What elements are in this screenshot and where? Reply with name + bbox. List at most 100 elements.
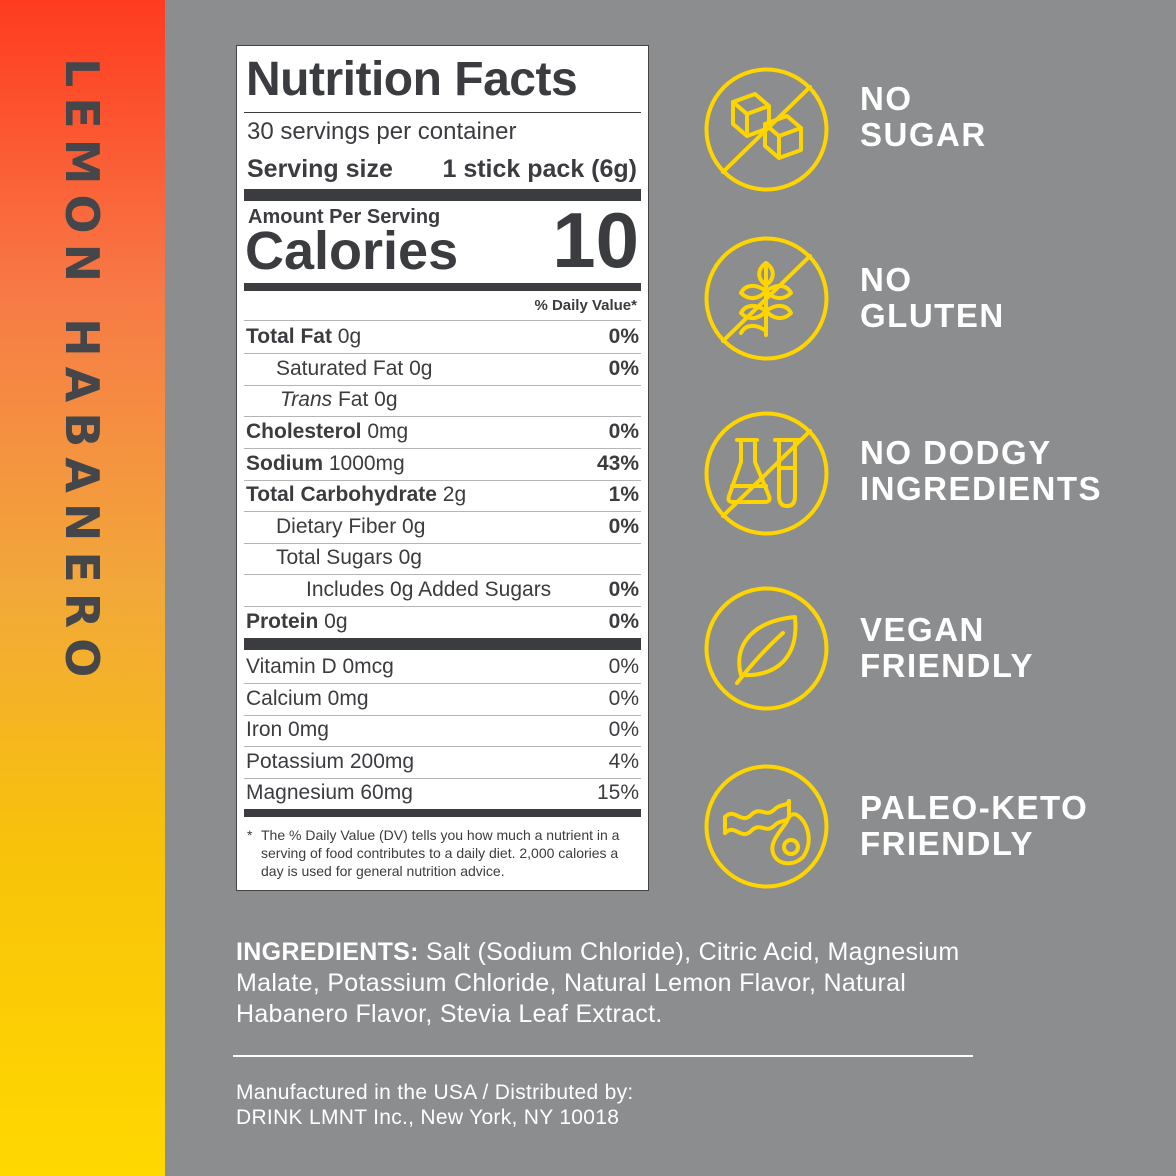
thick-divider: [244, 189, 641, 201]
claim-paleo-keto-friendly: PALEO-KETO FRIENDLY: [860, 790, 1088, 862]
nutrient-amount: 0mg: [361, 420, 409, 443]
thick-divider: [244, 638, 641, 650]
claim-line: GLUTEN: [860, 297, 1005, 334]
nutrient-amount: Fat 0g: [332, 388, 398, 411]
nutrient-name-italic: Trans: [280, 388, 333, 411]
medium-divider: [244, 283, 641, 291]
daily-value-header: % Daily Value*: [534, 297, 637, 314]
claim-line: VEGAN: [860, 611, 985, 648]
nutrient-amount: 0g: [318, 610, 348, 633]
nutrient-label: Total Sugars 0g: [276, 546, 422, 570]
nutrient-amount: Saturated Fat 0g: [276, 357, 433, 380]
servings-per-container: 30 servings per container: [247, 118, 517, 145]
vitamin-row: Vitamin D 0mcg 0%: [244, 652, 641, 684]
nutrient-name: Total Fat: [246, 325, 332, 348]
nutrient-row: Dietary Fiber 0g 0%: [244, 512, 641, 544]
footnote-text: The % Daily Value (DV) tells you how muc…: [261, 827, 620, 879]
claim-line: NO: [860, 80, 913, 117]
nutrient-amount: 1000mg: [323, 452, 405, 475]
nutrient-amount: 0g: [331, 325, 362, 348]
claim-no-gluten: NO GLUTEN: [860, 262, 1005, 334]
claim-vegan-friendly: VEGAN FRIENDLY: [860, 612, 1034, 684]
vitamin-row: Potassium 200mg 4%: [244, 747, 641, 779]
amount-per-serving: Amount Per Serving: [248, 206, 441, 228]
claim-line: SUGAR: [860, 116, 987, 153]
nutrition-facts-panel: Nutrition Facts 30 servings per containe…: [236, 45, 649, 891]
ingredients-label: INGREDIENTS:: [236, 938, 419, 966]
divider: [244, 320, 641, 321]
vitamin-daily-value: 0%: [608, 718, 639, 741]
claim-line: FRIENDLY: [860, 647, 1034, 684]
leaf-icon: [703, 585, 830, 712]
vitamin-row: Calcium 0mg 0%: [244, 684, 641, 716]
vitamin-daily-value: 0%: [608, 655, 639, 678]
nutrient-daily-value: 0%: [608, 610, 639, 633]
vitamin-label: Calcium 0mg: [246, 687, 369, 710]
nutrient-daily-value: 0%: [608, 357, 639, 380]
nutrient-amount: 2g: [436, 483, 467, 506]
nutrient-row: Cholesterol 0mg 0%: [244, 417, 641, 449]
vitamin-label: Vitamin D 0mcg: [246, 655, 394, 678]
nutrient-label: Cholesterol 0mg: [246, 420, 408, 444]
medium-divider: [244, 809, 641, 817]
nutrient-label: Sodium 1000mg: [246, 452, 405, 476]
vitamin-daily-value: 4%: [608, 750, 639, 773]
claim-no-dodgy-ingredients: NO DODGY INGREDIENTS: [860, 435, 1102, 507]
ingredients-text: Salt (Sodium Chloride), Citric Acid, Mag…: [236, 938, 960, 1028]
calories-value: 10: [552, 196, 639, 284]
calories-label: Calories: [245, 221, 459, 281]
daily-value-footnote: * The % Daily Value (DV) tells you how m…: [247, 826, 637, 880]
manufacturer-line: Manufactured in the USA / Distributed by…: [236, 1081, 634, 1104]
nutrient-daily-value: 0%: [608, 420, 639, 443]
manufacturer-info: Manufactured in the USA / Distributed by…: [236, 1080, 634, 1130]
claim-no-sugar: NO SUGAR: [860, 81, 987, 153]
nutrient-row: Trans Fat 0g: [244, 385, 641, 417]
nutrient-daily-value: 0%: [608, 325, 639, 348]
claim-line: NO: [860, 261, 913, 298]
vitamin-row: Magnesium 60mg 15%: [244, 778, 641, 809]
nutrient-row: Protein 0g 0%: [244, 607, 641, 638]
nutrient-name: Protein: [246, 610, 319, 633]
nutrient-row: Saturated Fat 0g 0%: [244, 354, 641, 386]
vitamin-daily-value: 0%: [608, 687, 639, 710]
claim-line: FRIENDLY: [860, 825, 1034, 862]
nutrient-label: Saturated Fat 0g: [276, 357, 432, 381]
nutrient-row: Total Fat 0g 0%: [244, 322, 641, 354]
distributor-line: DRINK LMNT Inc., New York, NY 10018: [236, 1106, 620, 1129]
nutrient-daily-value: 43%: [596, 452, 639, 475]
vitamin-row: Iron 0mg 0%: [244, 715, 641, 747]
claim-line: PALEO-KETO: [860, 789, 1089, 826]
ingredients-list: INGREDIENTS: Salt (Sodium Chloride), Cit…: [236, 937, 976, 1030]
nutrient-row: Total Carbohydrate 2g 1%: [244, 480, 641, 512]
bacon-avocado-icon: [703, 763, 830, 890]
nutrient-daily-value: 1%: [608, 483, 639, 506]
serving-size-value: 1 stick pack (6g): [442, 155, 637, 183]
divider: [244, 112, 641, 113]
nutrient-daily-value: 0%: [608, 515, 639, 538]
nutrient-name: Total Carbohydrate: [246, 483, 437, 506]
nutrient-amount: Total Sugars 0g: [276, 546, 422, 569]
nutrient-name: Sodium: [246, 452, 323, 475]
nutrient-name: Cholesterol: [246, 420, 362, 443]
nutrient-label: Trans Fat 0g: [280, 388, 398, 412]
vitamin-label: Potassium 200mg: [246, 750, 415, 773]
serving-size-label: Serving size: [247, 155, 393, 183]
nutrient-row: Includes 0g Added Sugars 0%: [244, 575, 641, 607]
lab-flask-icon: [703, 410, 830, 537]
nutrient-row: Total Sugars 0g: [244, 543, 641, 575]
nutrient-daily-value: 0%: [608, 578, 639, 601]
flavor-name: LEMON HABANERO: [55, 58, 109, 688]
nutrient-label: Total Carbohydrate 2g: [246, 483, 466, 507]
nutrient-row: Sodium 1000mg 43%: [244, 449, 641, 481]
divider: [233, 1055, 973, 1057]
footnote-star: *: [247, 827, 253, 843]
vitamin-label: Iron 0mg: [246, 718, 329, 741]
nutrient-label: Dietary Fiber 0g: [276, 515, 425, 539]
claim-line: NO DODGY: [860, 434, 1052, 471]
vitamin-daily-value: 15%: [596, 781, 639, 804]
nutrient-amount: Includes 0g Added Sugars: [306, 578, 552, 601]
nutrient-label: Total Fat 0g: [246, 325, 361, 349]
vitamin-label: Magnesium 60mg: [246, 781, 413, 804]
nutrient-label: Includes 0g Added Sugars: [306, 578, 551, 602]
nutrient-label: Protein 0g: [246, 610, 348, 634]
